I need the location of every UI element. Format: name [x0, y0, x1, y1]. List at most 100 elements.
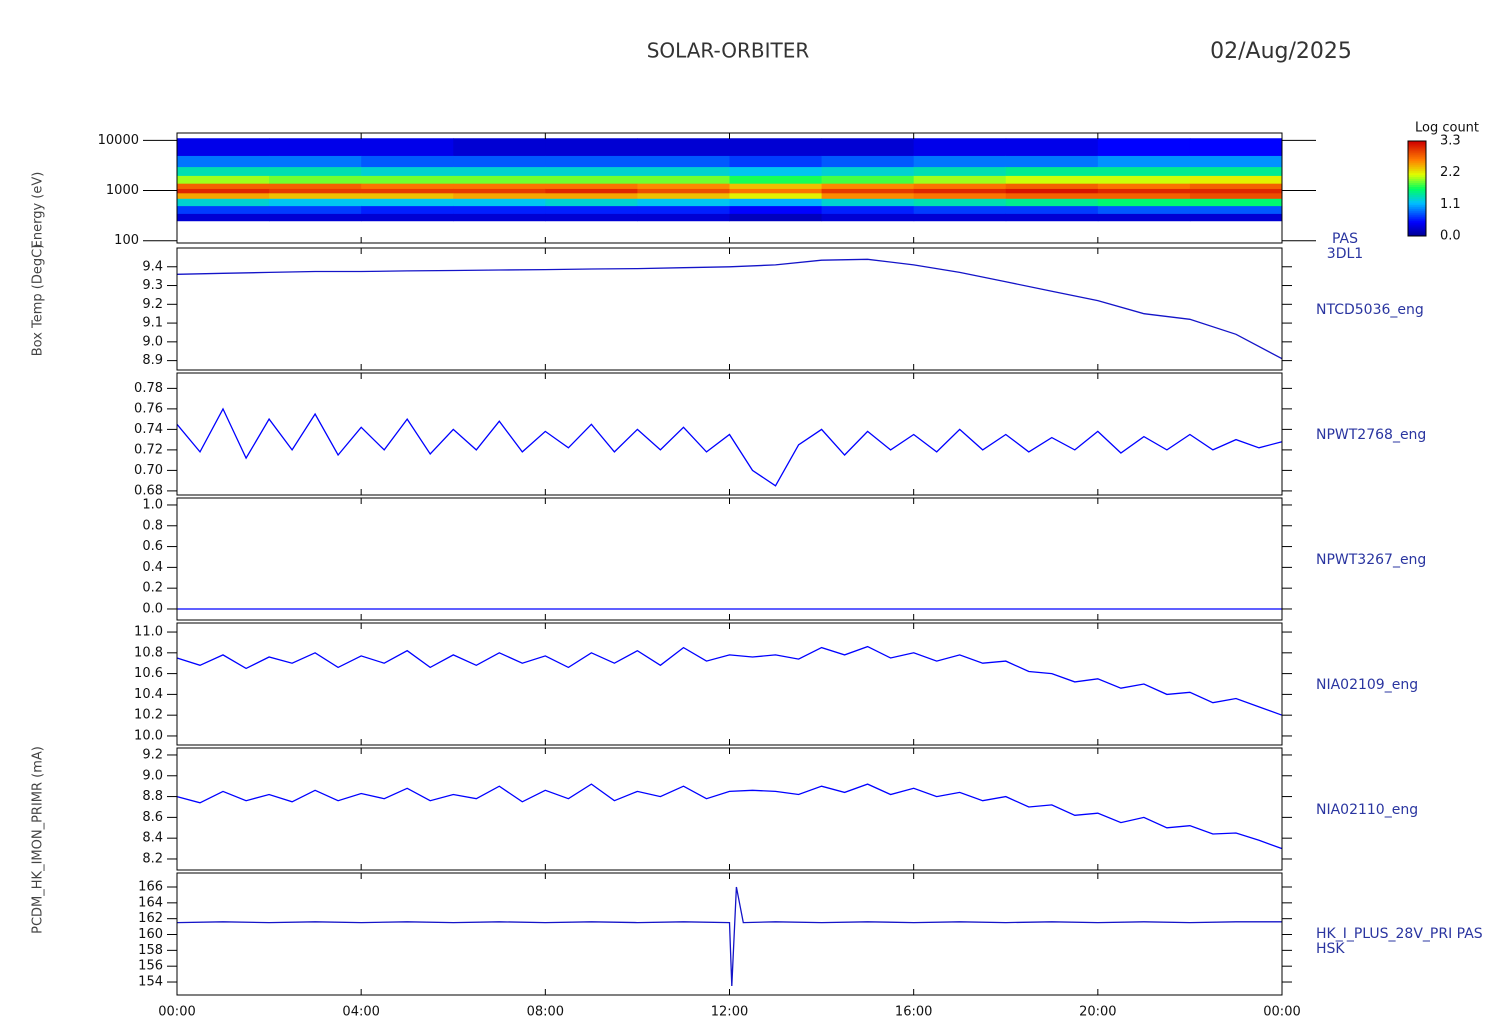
y-tick-label: 8.9 [142, 353, 163, 368]
heatmap-cell [453, 188, 546, 194]
colorbar-swatch [1408, 148, 1426, 152]
y-tick-label: 10.4 [134, 687, 163, 702]
colorbar-swatch [1408, 144, 1426, 148]
heatmap-cell [637, 138, 730, 156]
colorbar-swatch [1408, 200, 1426, 203]
colorbar-swatch [1408, 194, 1426, 197]
heatmap-cell [177, 213, 270, 222]
heatmap-cell [729, 192, 823, 199]
heatmap-cell [821, 175, 915, 184]
heatmap-cell [177, 183, 270, 189]
heatmap-cell [361, 192, 454, 199]
y-tick-label: 0.8 [142, 518, 163, 533]
heatmap-cell [729, 138, 823, 156]
heatmap-cell [545, 138, 638, 156]
heatmap-cell [729, 213, 823, 222]
heatmap-cell [269, 166, 362, 176]
heatmap-cell [821, 183, 915, 189]
heatmap-cell [177, 205, 270, 214]
y-tick-label: 100 [114, 233, 139, 248]
heatmap-cell [913, 213, 1007, 222]
heatmap-cell [545, 213, 638, 222]
heatmap-cell [1189, 213, 1283, 222]
heatmap-cell [361, 213, 454, 222]
y-tick-label: 0.74 [134, 422, 163, 437]
heatmap-cell [269, 192, 362, 199]
heatmap-cell [729, 175, 823, 184]
colorbar-swatch [1408, 188, 1426, 191]
colorbar-title: Log count [1415, 121, 1479, 136]
heatmap-cell [1005, 175, 1099, 184]
colorbar-swatch [1408, 214, 1426, 217]
x-tick-label: 04:00 [342, 1005, 379, 1020]
heatmap-cell [1005, 192, 1099, 199]
y-tick-label: 10.0 [134, 728, 163, 743]
y-tick-label: 9.1 [142, 316, 163, 331]
heatmap-cell [269, 188, 362, 194]
heatmap-cell [1189, 166, 1283, 176]
heatmap-cell [1097, 192, 1191, 199]
heatmap-cell [361, 188, 454, 194]
colorbar-swatch [1408, 212, 1426, 215]
heatmap-cell [729, 188, 823, 194]
heatmap-cell [361, 175, 454, 184]
heatmap-cell [1189, 183, 1283, 189]
heatmap-cell [1097, 213, 1191, 222]
x-tick-label: 00:00 [1263, 1005, 1300, 1020]
y-tick-label: 162 [138, 911, 163, 926]
heatmap-cell [1097, 183, 1191, 189]
heatmap-cell [913, 183, 1007, 189]
heatmap-cell [1005, 188, 1099, 194]
colorbar-swatch [1408, 141, 1426, 144]
colorbar-frame [1407, 140, 1427, 237]
colorbar-swatch [1408, 218, 1426, 221]
colorbar-swatch [1408, 158, 1426, 162]
panel-label: NTCD5036_eng [1316, 302, 1424, 318]
colorbar-swatch [1408, 198, 1426, 201]
heatmap-cell [821, 192, 915, 199]
heatmap-cell [361, 198, 454, 207]
y-tick-label: 0.4 [142, 560, 163, 575]
heatmap-cell [821, 166, 915, 176]
data-line [176, 783, 1283, 850]
y-tick-label: 10.2 [134, 708, 163, 723]
heatmap-cell [545, 183, 638, 189]
colorbar-swatch [1408, 176, 1426, 180]
heatmap-cell [1097, 155, 1191, 168]
heatmap-cell [821, 198, 915, 207]
heatmap-cell [729, 198, 823, 207]
heatmap-cell [269, 213, 362, 222]
y-tick-label: 8.6 [142, 810, 163, 825]
heatmap-cell [1005, 183, 1099, 189]
colorbar-swatch [1408, 168, 1426, 172]
heatmap-cell [269, 138, 362, 156]
heatmap-cell [361, 183, 454, 189]
heatmap-cell [1097, 198, 1191, 207]
colorbar-swatch [1408, 184, 1426, 188]
chart-title: SOLAR-ORBITER [647, 39, 810, 63]
colorbar-swatch [1408, 204, 1426, 207]
y-tick-label: 9.0 [142, 768, 163, 783]
heatmap-cell [1005, 155, 1099, 168]
heatmap-cell [177, 155, 270, 168]
y-tick-label: 0.76 [134, 401, 163, 416]
panel-label: NPWT2768_eng [1316, 427, 1426, 443]
y-tick-label: 0.6 [142, 539, 163, 554]
colorbar-swatch [1408, 202, 1426, 205]
heatmap-cell [913, 155, 1007, 168]
heatmap-cell [1097, 175, 1191, 184]
colorbar-swatch [1408, 234, 1426, 237]
colorbar-swatch [1408, 174, 1426, 178]
x-tick-label: 16:00 [895, 1005, 932, 1020]
heatmap-cell [269, 183, 362, 189]
panel-label: NIA02109_eng [1316, 677, 1418, 693]
heatmap-cell [361, 205, 454, 214]
colorbar-swatch [1408, 190, 1426, 193]
heatmap-cell [1189, 192, 1283, 199]
heatmap-cell [637, 188, 730, 194]
heatmap-cell [729, 155, 823, 168]
colorbar-swatch [1408, 150, 1426, 154]
heatmap-cell [1005, 213, 1099, 222]
heatmap-cell [453, 166, 546, 176]
panel-label: HK_I_PLUS_28V_PRI PAS [1316, 926, 1483, 942]
